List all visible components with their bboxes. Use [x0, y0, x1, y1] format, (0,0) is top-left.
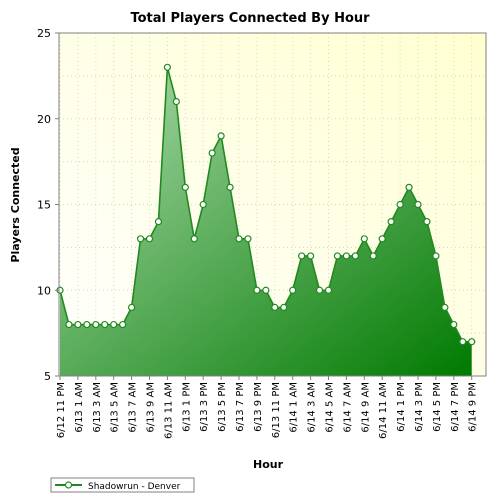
data-point [101, 320, 109, 329]
data-point [244, 235, 252, 243]
data-point [369, 252, 377, 260]
chart-title: Total Players Connected By Hour [130, 11, 370, 26]
y-tick-label: 25 [37, 27, 51, 40]
data-point [459, 338, 467, 346]
data-point [342, 252, 350, 260]
data-point [163, 63, 171, 71]
x-tick-label: 6/14 11 AM [378, 382, 389, 439]
data-point [280, 303, 288, 311]
data-point [271, 303, 279, 311]
data-point [145, 235, 154, 243]
y-tick-label: 10 [37, 284, 51, 297]
data-point [414, 200, 422, 209]
y-axis-label: Players Connected [9, 147, 22, 262]
x-tick-label: 6/13 3 AM [92, 382, 103, 433]
data-point [190, 235, 198, 243]
data-point [154, 218, 163, 226]
data-point [387, 218, 395, 226]
data-point [351, 252, 359, 260]
data-point [217, 132, 225, 140]
data-point [289, 286, 297, 294]
x-tick-label: 6/14 3 AM [307, 382, 318, 433]
y-tick-label: 5 [44, 370, 51, 383]
data-point [441, 303, 449, 311]
x-tick-label: 6/14 5 PM [432, 382, 443, 432]
x-tick-label: 6/13 7 AM [128, 382, 139, 433]
data-point [235, 235, 243, 243]
data-point [262, 286, 270, 294]
data-point [199, 200, 207, 209]
x-tick-label: 6/13 3 PM [199, 382, 210, 432]
x-tick-label: 6/14 3 PM [414, 382, 425, 432]
data-point [405, 183, 413, 191]
data-point [298, 252, 306, 260]
data-point [136, 235, 145, 243]
data-point [333, 252, 342, 260]
y-axis-ticks: 5 10 15 20 25 [37, 27, 59, 383]
data-point [65, 320, 73, 329]
x-tick-label: 6/13 11 PM [271, 382, 282, 438]
data-point [253, 286, 261, 294]
x-tick-label: 6/14 5 AM [325, 382, 336, 433]
data-point [307, 252, 315, 260]
marker-layer [56, 63, 476, 346]
data-point [110, 320, 118, 329]
x-axis-ticks: 6/12 11 PM 6/13 1 AM 6/13 3 AM 6/13 5 AM 6/1… [56, 376, 479, 439]
x-tick-label: 6/13 5 AM [110, 382, 121, 433]
data-point [128, 303, 136, 311]
data-point [468, 338, 476, 346]
data-point [360, 235, 368, 243]
y-tick-label: 15 [37, 199, 51, 212]
legend-swatch-marker [64, 481, 73, 489]
data-point [378, 235, 386, 243]
x-tick-label: 6/12 11 PM [56, 382, 67, 438]
legend-box [50, 477, 195, 493]
x-tick-label: 6/13 7 PM [235, 382, 246, 432]
y-tick-label: 20 [37, 113, 51, 126]
x-tick-label: 6/13 9 AM [146, 382, 157, 433]
data-point [172, 97, 180, 106]
x-tick-label: 6/14 7 AM [342, 382, 353, 433]
data-point [226, 183, 234, 191]
data-point [432, 252, 440, 260]
data-point [74, 320, 82, 329]
data-point [450, 320, 458, 329]
x-tick-label: 6/13 9 PM [253, 382, 264, 432]
x-tick-label: 6/13 1 AM [74, 382, 85, 433]
x-tick-label: 6/13 11 AM [163, 382, 174, 439]
data-point [83, 320, 91, 329]
data-point [324, 286, 333, 294]
data-point [181, 183, 189, 191]
data-point [119, 320, 127, 329]
x-tick-label: 6/14 7 PM [450, 382, 461, 432]
x-axis-label: Hour [253, 458, 284, 471]
x-tick-label: 6/14 1 PM [396, 382, 407, 432]
x-tick-label: 6/13 1 PM [181, 382, 192, 432]
data-point [396, 200, 404, 209]
x-tick-label: 6/14 9 PM [468, 382, 479, 432]
legend-series-name: Shadowrun - Denver [88, 482, 181, 492]
data-point [423, 218, 431, 226]
data-point [315, 286, 324, 294]
x-tick-label: 6/14 1 AM [289, 382, 300, 433]
legend: Shadowrun - Denver [50, 477, 195, 493]
x-tick-label: 6/14 9 AM [360, 382, 371, 433]
data-point [208, 149, 216, 157]
data-point [92, 320, 100, 329]
x-tick-label: 6/13 5 PM [217, 382, 228, 432]
